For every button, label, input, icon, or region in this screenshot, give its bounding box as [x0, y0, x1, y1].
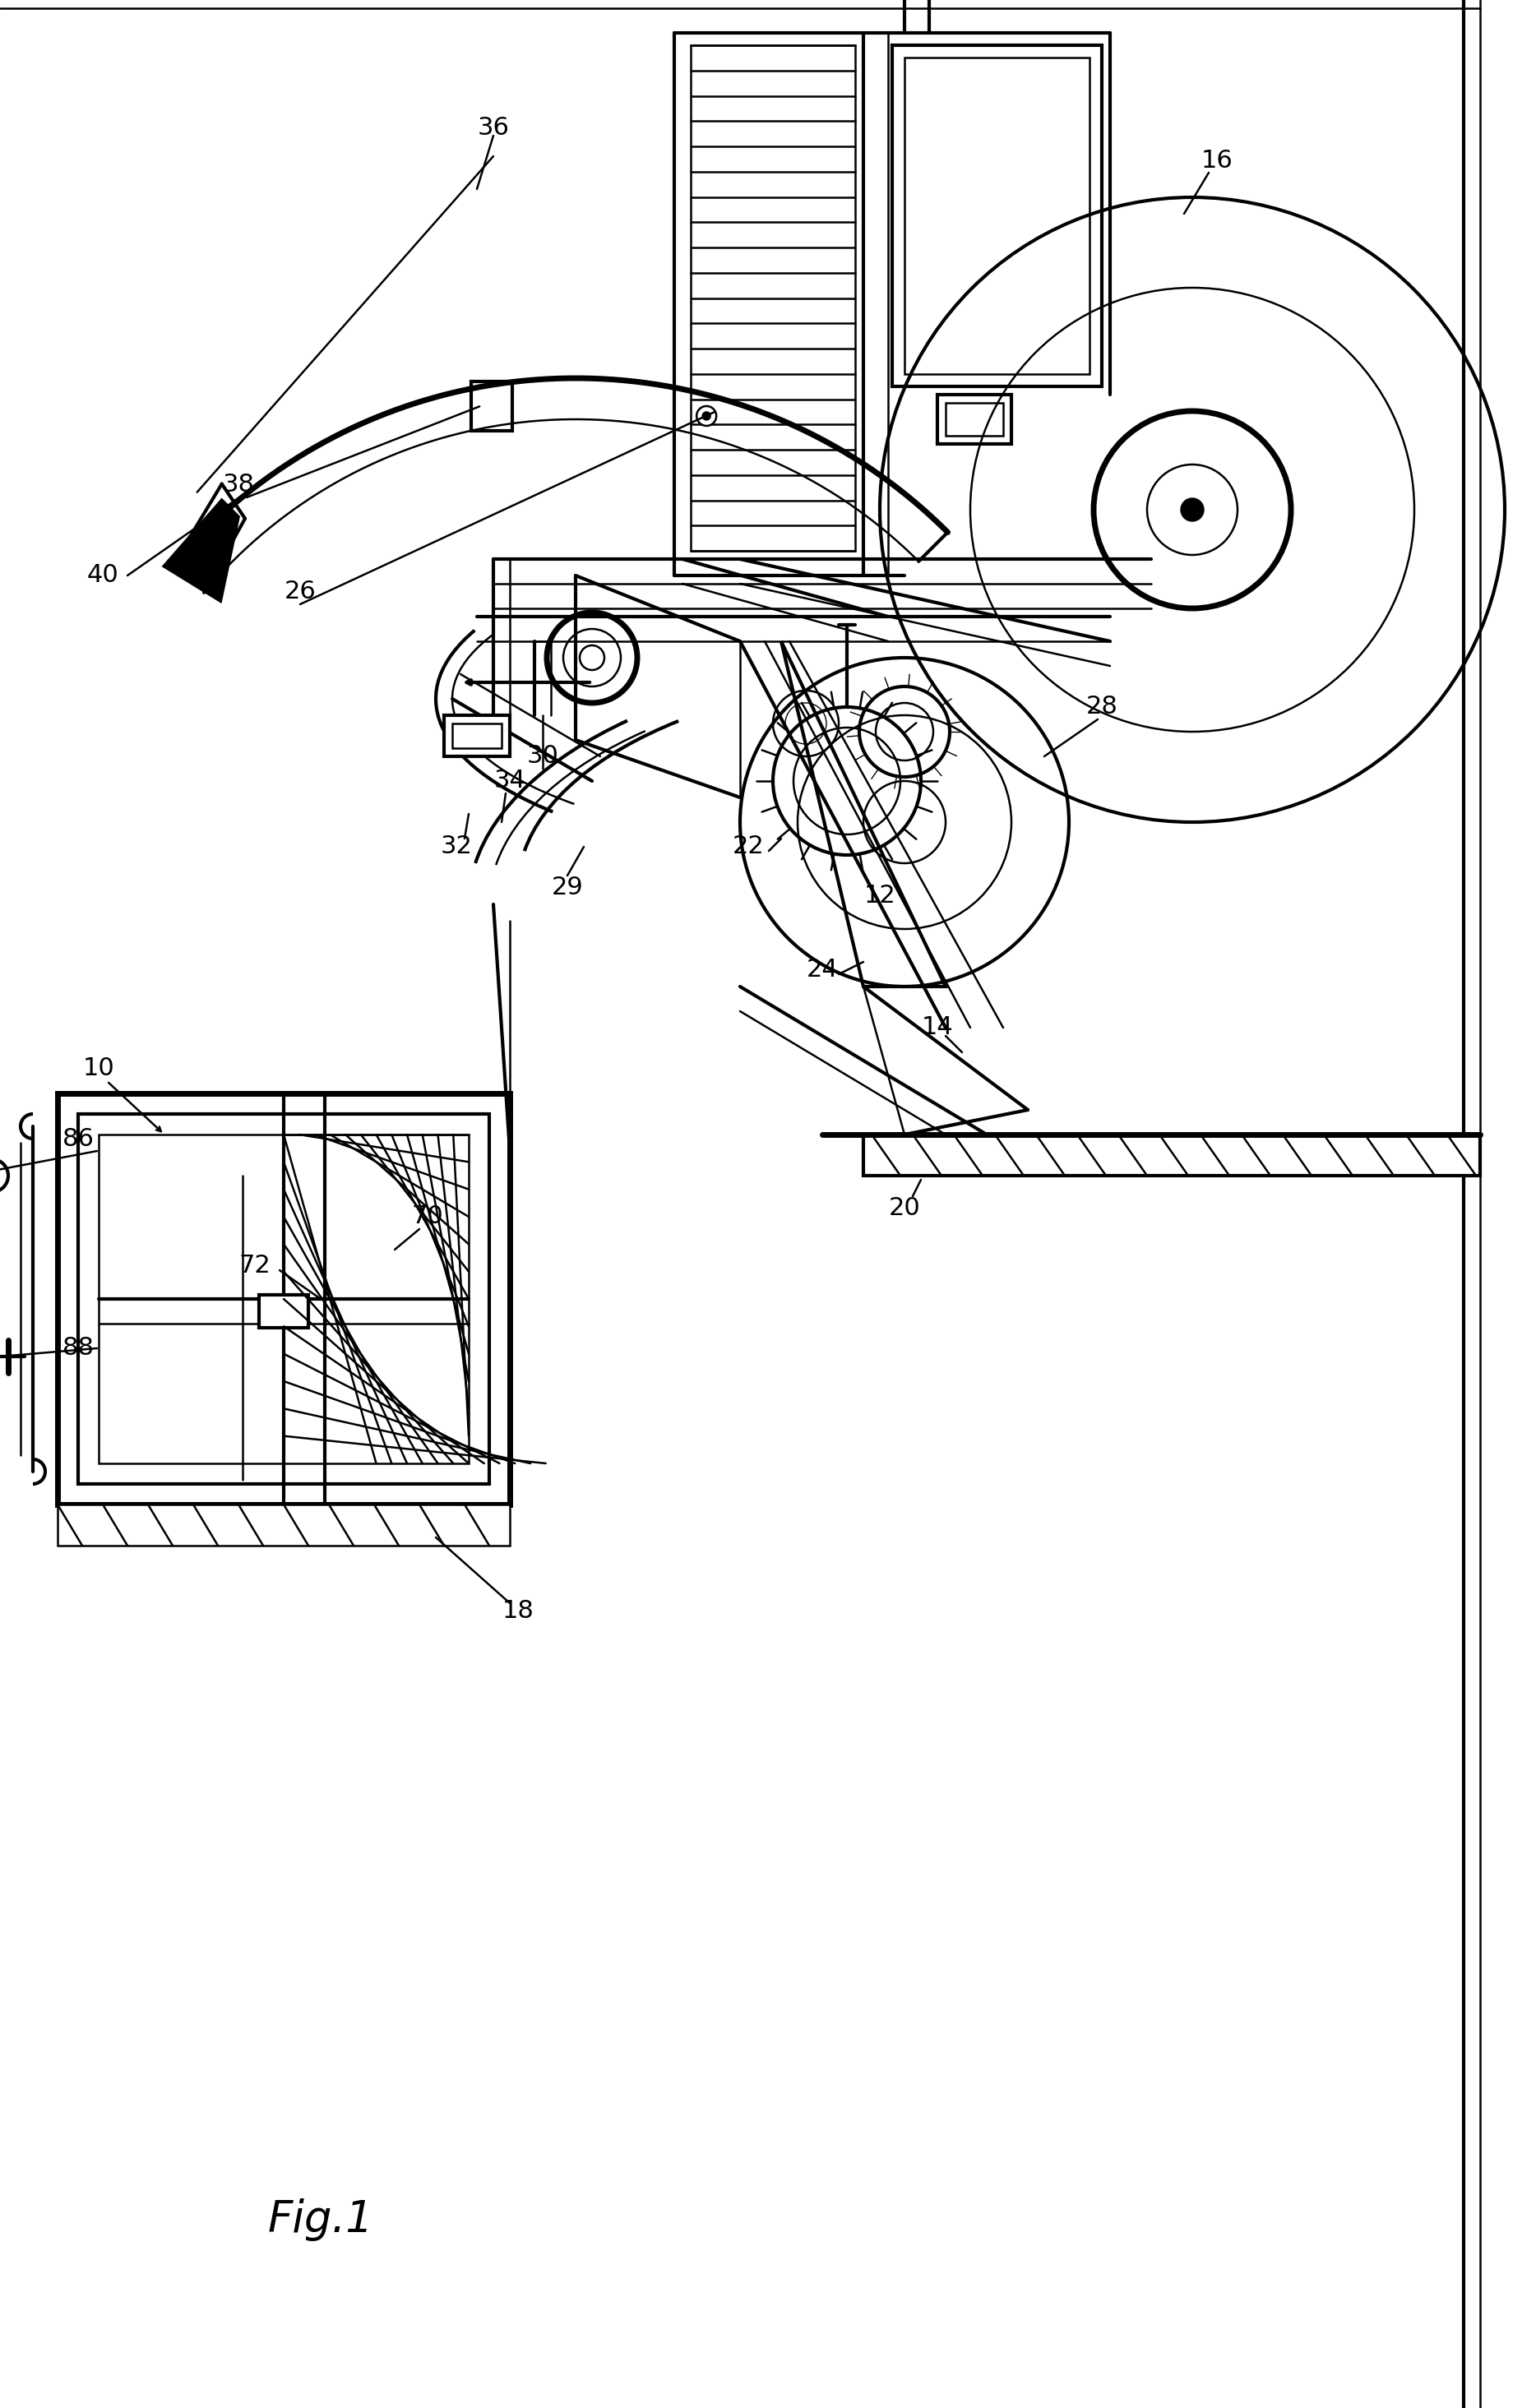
Text: 22: 22: [733, 836, 765, 860]
Bar: [78, 1115, 490, 1483]
Text: 38: 38: [223, 472, 255, 496]
Bar: [57, 1505, 510, 1546]
Text: 88: 88: [61, 1336, 94, 1361]
Text: 14: 14: [922, 1016, 954, 1040]
Bar: [946, 402, 1003, 436]
Text: Fig.1: Fig.1: [267, 2199, 373, 2242]
Text: 16: 16: [1201, 149, 1233, 173]
Text: 12: 12: [863, 884, 895, 908]
Circle shape: [697, 407, 716, 426]
Text: 18: 18: [502, 1599, 535, 1623]
Bar: [905, 58, 1089, 373]
Bar: [892, 46, 1101, 385]
Bar: [691, 46, 856, 551]
Text: 72: 72: [240, 1255, 270, 1279]
Text: 24: 24: [806, 958, 839, 982]
Text: 40: 40: [88, 563, 118, 588]
Text: 36: 36: [478, 116, 510, 140]
Circle shape: [1181, 498, 1204, 520]
Text: 20: 20: [888, 1197, 920, 1221]
Bar: [472, 383, 513, 431]
Polygon shape: [164, 501, 238, 600]
Bar: [260, 1296, 309, 1327]
Polygon shape: [863, 1134, 1481, 1175]
Text: 26: 26: [284, 580, 316, 604]
Text: 70: 70: [412, 1204, 444, 1228]
Bar: [937, 395, 1011, 443]
Text: 28: 28: [1086, 696, 1118, 720]
Text: 29: 29: [551, 877, 584, 901]
Bar: [452, 722, 502, 749]
Text: 86: 86: [61, 1127, 94, 1151]
Text: 32: 32: [441, 836, 473, 860]
Bar: [444, 715, 510, 756]
Text: 10: 10: [83, 1057, 115, 1081]
Text: 30: 30: [527, 744, 559, 768]
Bar: [57, 1093, 510, 1505]
Circle shape: [702, 412, 711, 419]
Text: 34: 34: [495, 768, 525, 792]
Bar: [98, 1134, 468, 1464]
